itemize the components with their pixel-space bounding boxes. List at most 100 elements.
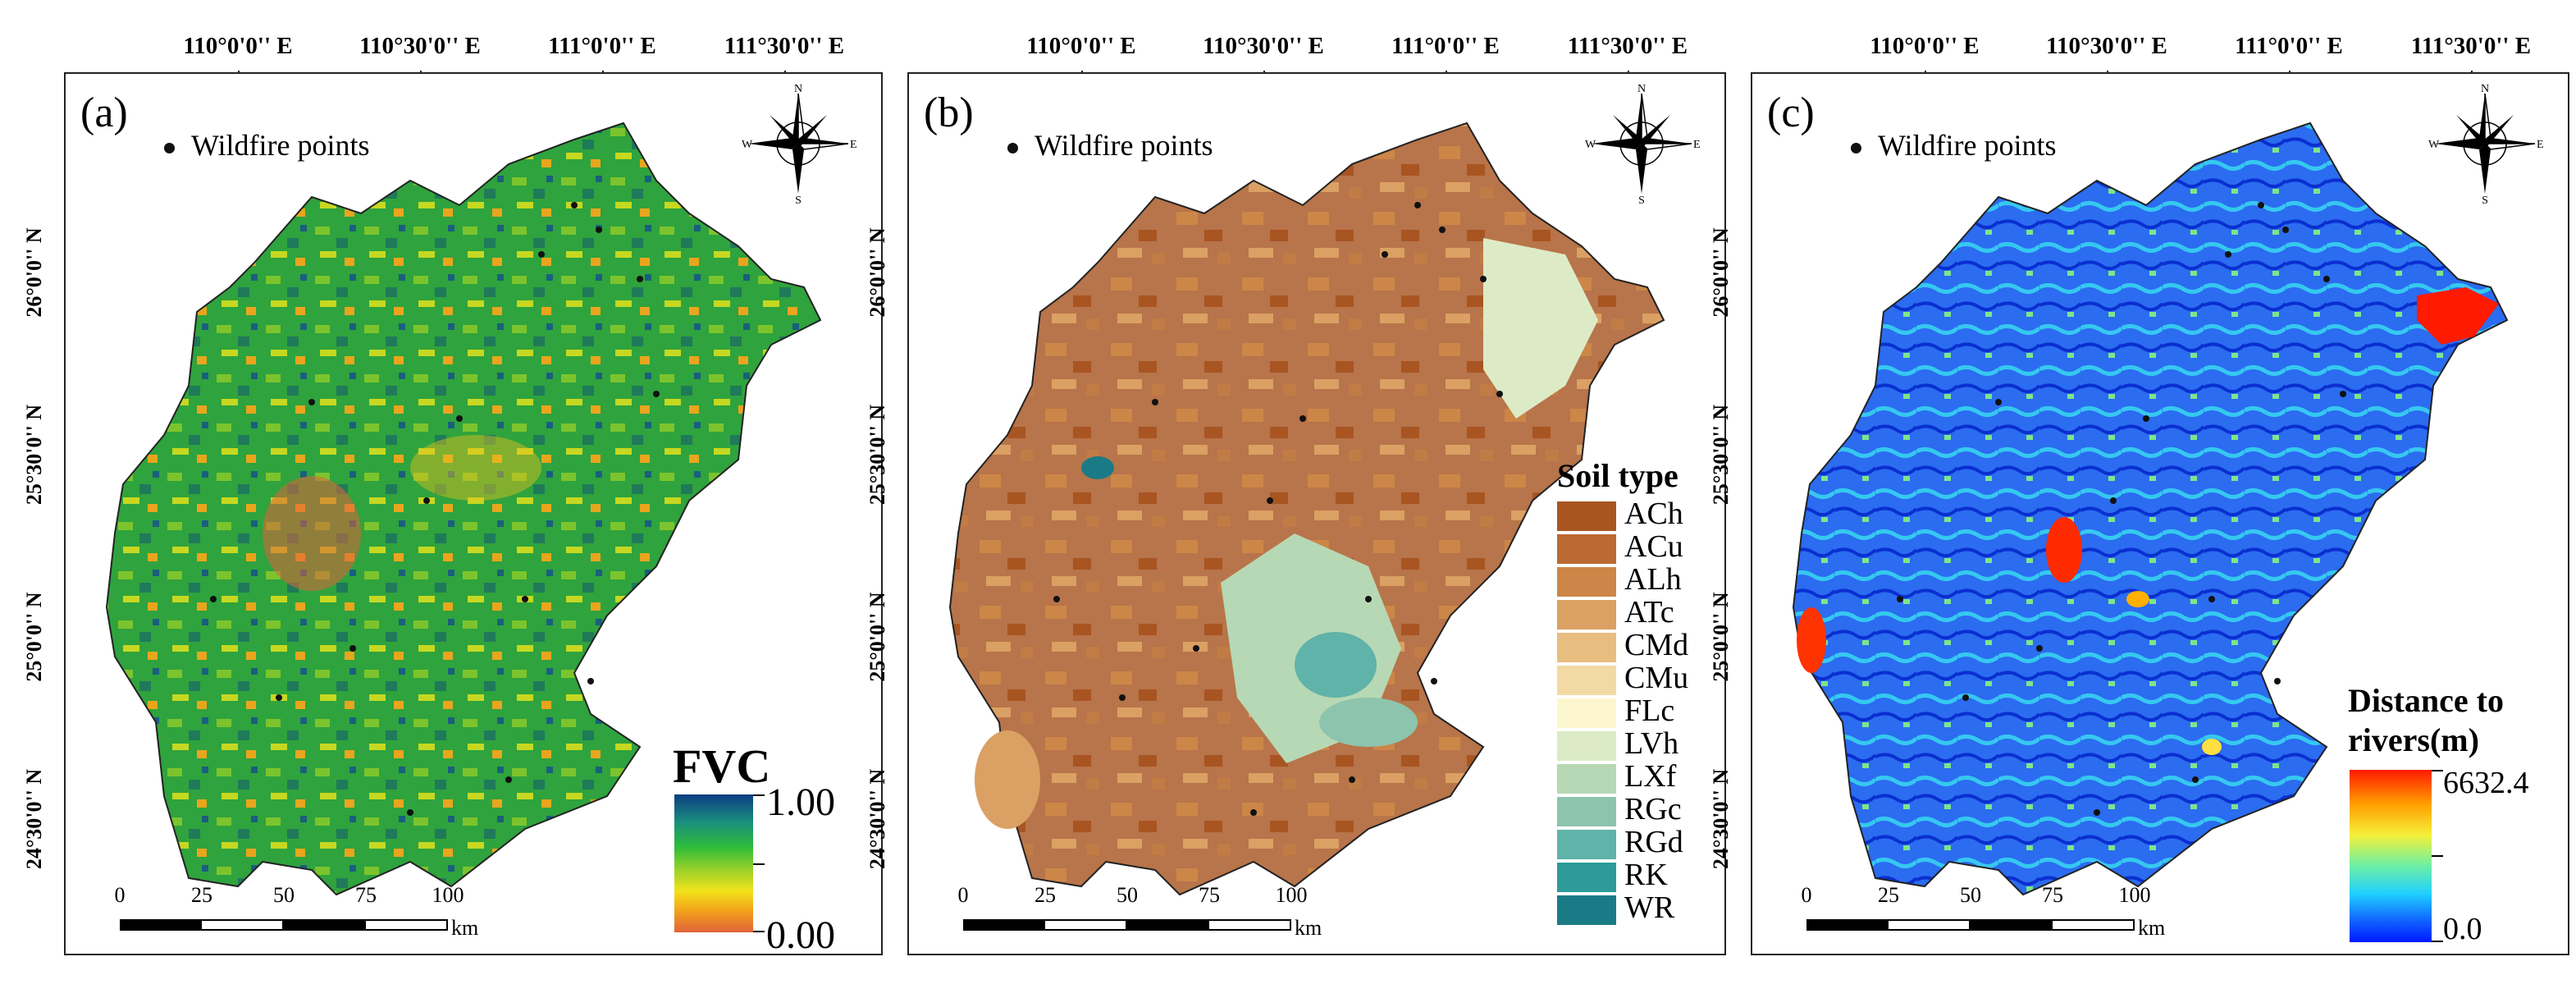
lvh-zone bbox=[1483, 238, 1598, 419]
scale-segment bbox=[2051, 919, 2135, 931]
soil-legend-item: ACh bbox=[1557, 496, 1683, 532]
lat-tick-label: 26°0'0'' N bbox=[866, 227, 889, 318]
svg-text:E: E bbox=[850, 139, 857, 151]
soil-swatch bbox=[1557, 863, 1616, 893]
soil-legend-item: RGd bbox=[1557, 824, 1683, 860]
lat-tick-label: 24°30'0'' N bbox=[1709, 768, 1733, 870]
svg-text:E: E bbox=[1693, 139, 1701, 151]
distance-color-ramp bbox=[2350, 770, 2432, 942]
lon-tick-label: 111°30'0'' E bbox=[724, 33, 845, 59]
soil-legend-label: FLc bbox=[1624, 694, 1675, 728]
far-from-river-zone bbox=[1797, 607, 1826, 673]
legend-tick bbox=[753, 931, 765, 932]
legend-tick bbox=[753, 863, 765, 865]
fvc-max-label: 1.00 bbox=[766, 781, 835, 824]
wildfire-points bbox=[1053, 202, 1503, 816]
lon-tick-label: 110°30'0'' E bbox=[1203, 33, 1324, 59]
wildfire-legend: Wildfire points bbox=[164, 128, 370, 163]
scale-label: 75 bbox=[1199, 883, 1220, 907]
soil-legend-label: ATc bbox=[1624, 595, 1674, 629]
scale-label: 75 bbox=[355, 883, 377, 907]
svg-text:S: S bbox=[1638, 195, 1645, 205]
legend-tick bbox=[2432, 855, 2443, 857]
soil-legend-label: RGd bbox=[1624, 825, 1683, 859]
scale-segment bbox=[1806, 919, 1889, 931]
scale-label: 0 bbox=[957, 883, 969, 907]
soil-legend-item: ATc bbox=[1557, 594, 1674, 630]
scale-bar: 0 25 50 75 100 km bbox=[112, 883, 538, 941]
wr-zone bbox=[1081, 456, 1114, 479]
svg-text:N: N bbox=[1637, 83, 1646, 95]
soil-legend-label: LVh bbox=[1624, 726, 1679, 761]
scale-segment bbox=[1044, 919, 1127, 931]
soil-legend-item: CMu bbox=[1557, 660, 1688, 696]
scale-segment bbox=[364, 919, 448, 931]
scale-segment bbox=[1887, 919, 1971, 931]
scale-unit: km bbox=[451, 916, 479, 940]
panel-label: (b) bbox=[924, 89, 974, 136]
soil-legend-item: ALh bbox=[1557, 561, 1682, 597]
svg-text:N: N bbox=[2481, 83, 2489, 95]
medium-fvc-zone bbox=[410, 435, 541, 501]
wildfire-legend: Wildfire points bbox=[1851, 128, 2057, 163]
compass-rose-icon: N S W E bbox=[1585, 83, 1701, 205]
lon-tick-label: 110°30'0'' E bbox=[2046, 33, 2167, 59]
scale-label: 25 bbox=[1035, 883, 1056, 907]
soil-swatch bbox=[1557, 797, 1616, 827]
lat-tick-label: 24°30'0'' N bbox=[866, 768, 889, 870]
low-fvc-zone bbox=[263, 476, 361, 591]
wildfire-legend-label: Wildfire points bbox=[1878, 129, 2057, 162]
lon-tick-label: 111°0'0'' E bbox=[2235, 33, 2343, 59]
panel-b: (b) Wildfire points N S W E 0 25 50 75 1… bbox=[907, 72, 1726, 955]
soil-legend-item: FLc bbox=[1557, 693, 1674, 729]
svg-text:W: W bbox=[742, 139, 753, 151]
soil-legend-item: RGc bbox=[1557, 791, 1682, 827]
lat-tick-label: 25°30'0'' N bbox=[22, 404, 46, 506]
soil-swatch bbox=[1557, 633, 1616, 663]
lat-tick-label: 25°30'0'' N bbox=[866, 404, 889, 506]
far-from-river-zone bbox=[2046, 517, 2082, 583]
svg-text:W: W bbox=[1585, 139, 1596, 151]
wildfire-points bbox=[210, 202, 660, 816]
scale-label: 50 bbox=[273, 883, 295, 907]
soil-legend-item: ACu bbox=[1557, 529, 1683, 565]
fvc-region bbox=[105, 121, 822, 896]
legend-tick bbox=[753, 794, 765, 796]
soil-legend-item: RK bbox=[1557, 857, 1668, 893]
lon-tick-label: 110°30'0'' E bbox=[359, 33, 481, 59]
lat-tick-label: 25°0'0'' N bbox=[1709, 592, 1733, 682]
scale-label: 0 bbox=[1801, 883, 1812, 907]
soil-swatch bbox=[1557, 698, 1616, 729]
lon-tick-label: 111°0'0'' E bbox=[548, 33, 656, 59]
distance-max-label: 6632.4 bbox=[2443, 766, 2529, 800]
soil-swatch bbox=[1557, 567, 1616, 597]
scale-label: 25 bbox=[1878, 883, 1899, 907]
fvc-color-ramp bbox=[674, 794, 753, 932]
scale-segment bbox=[1969, 919, 2053, 931]
svg-text:S: S bbox=[795, 195, 802, 205]
soil-legend-label: RGc bbox=[1624, 792, 1682, 826]
scale-unit: km bbox=[2138, 916, 2166, 940]
soil-legend-label: ALh bbox=[1624, 562, 1682, 597]
soil-legend-label: RK bbox=[1624, 858, 1668, 892]
scale-segment bbox=[963, 919, 1045, 931]
wildfire-dot-icon bbox=[164, 143, 175, 154]
lat-tick-label: 25°30'0'' N bbox=[1709, 404, 1733, 506]
panel-label: (c) bbox=[1767, 89, 1815, 136]
soil-swatch bbox=[1557, 830, 1616, 860]
soil-swatch bbox=[1557, 501, 1616, 532]
soil-legend-label: CMu bbox=[1624, 661, 1689, 695]
soil-legend-item: WR bbox=[1557, 890, 1674, 926]
lat-tick-label: 25°0'0'' N bbox=[866, 592, 889, 682]
lon-tick-label: 110°0'0'' E bbox=[183, 33, 293, 59]
distance-legend-title: Distance to rivers(m) bbox=[2348, 682, 2504, 758]
scale-label: 100 bbox=[432, 883, 464, 907]
soil-swatch bbox=[1557, 600, 1616, 630]
scale-segment bbox=[200, 919, 284, 931]
wildfire-legend-label: Wildfire points bbox=[1035, 129, 1213, 162]
panel-label: (a) bbox=[80, 89, 128, 136]
far-from-river-zone bbox=[2417, 287, 2499, 345]
lon-tick-label: 110°0'0'' E bbox=[1026, 33, 1136, 59]
fvc-legend-title: FVC bbox=[673, 739, 771, 793]
lon-tick-label: 110°0'0'' E bbox=[1870, 33, 1980, 59]
